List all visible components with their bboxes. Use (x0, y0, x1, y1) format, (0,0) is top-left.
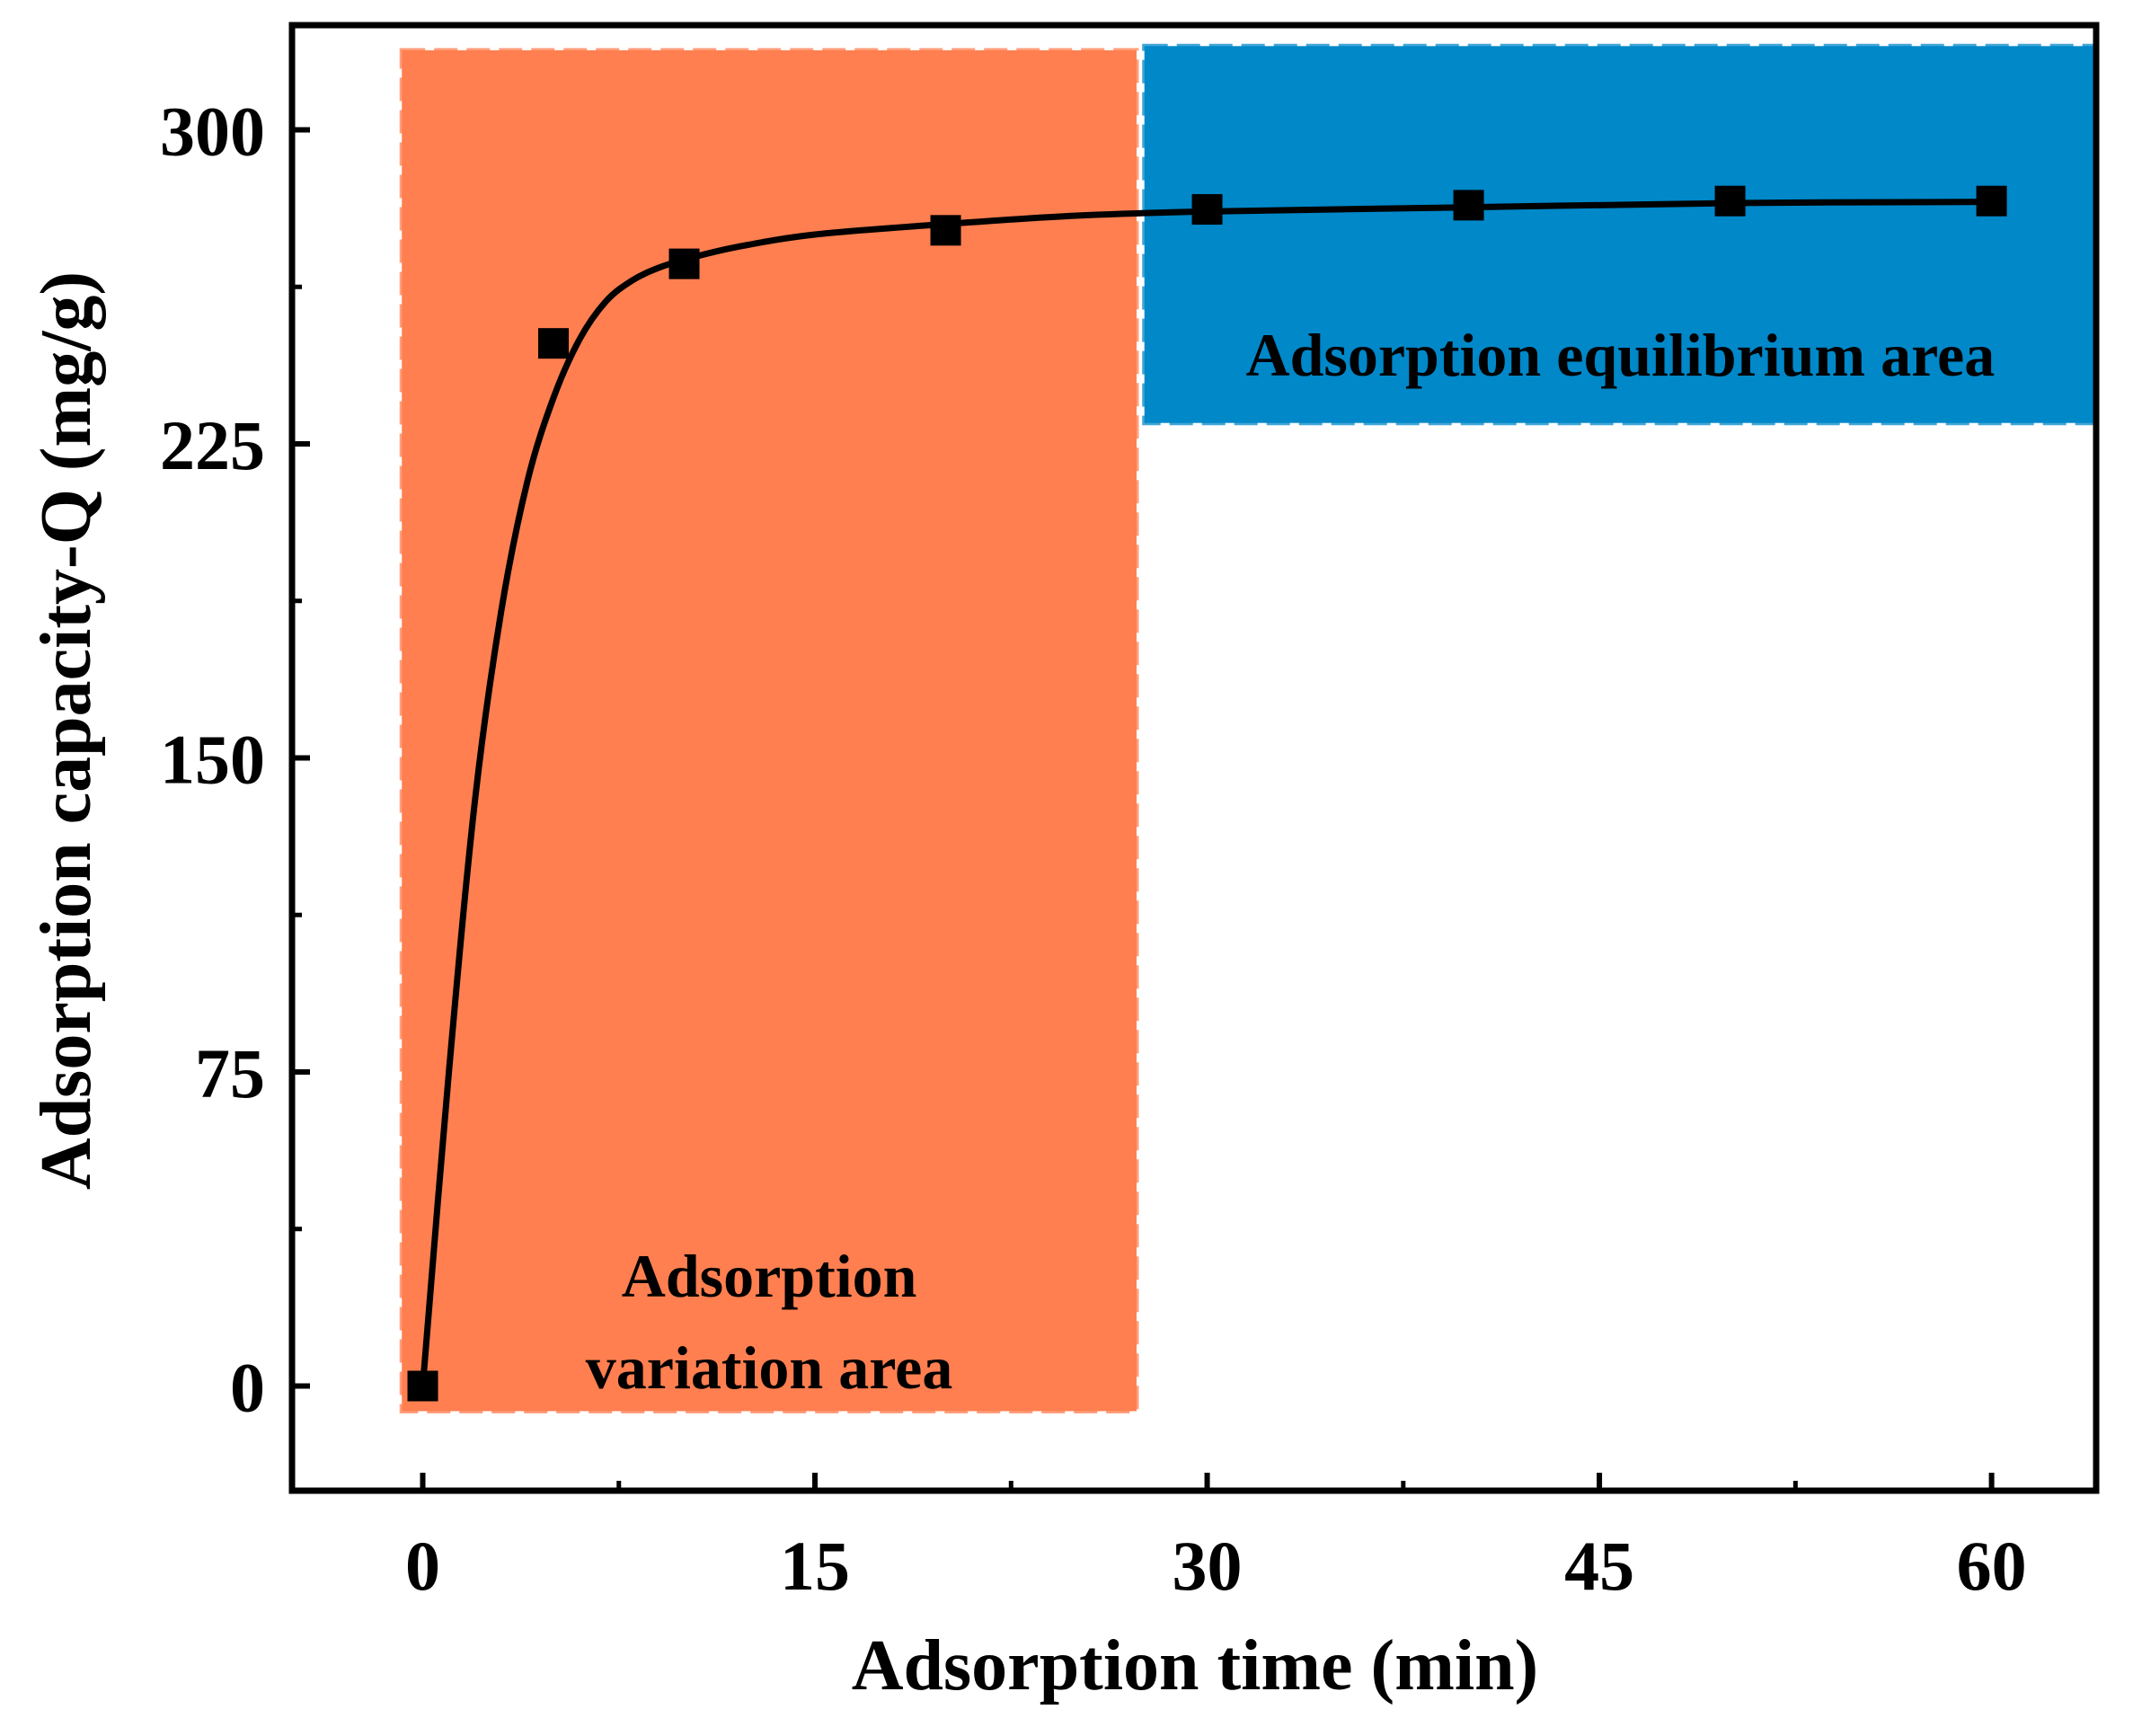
region-label-variation-line-1: Adsorption (622, 1242, 917, 1310)
y-axis-title: Adsorption capacity-Q (mg/g) (27, 271, 106, 1190)
y-tick-label: 75 (195, 1034, 265, 1112)
region-label-variation-line-2: variation area (586, 1333, 953, 1402)
y-tick-label: 300 (160, 93, 265, 171)
y-tick-label: 225 (160, 406, 265, 484)
marker-layer (407, 185, 2007, 1402)
data-point-t5 (538, 328, 570, 359)
x-tick-label: 60 (1957, 1527, 2027, 1605)
region-variation (399, 48, 1139, 1413)
data-point-t10 (668, 248, 700, 279)
y-tick-label: 0 (230, 1349, 265, 1427)
data-point-t20 (930, 215, 961, 246)
x-axis-title: Adsorption time (min) (852, 1626, 1538, 1705)
data-point-t40 (1453, 190, 1484, 221)
region-equilibrium (1142, 43, 2099, 426)
regions-layer (399, 43, 2099, 1413)
data-point-t30 (1191, 194, 1223, 226)
data-point-t0 (407, 1370, 438, 1402)
labels-layer: Adsorption variation area Adsorption equil… (160, 93, 2027, 1606)
data-point-t50 (1714, 185, 1746, 217)
x-tick-label: 15 (780, 1527, 850, 1605)
x-tick-label: 0 (405, 1527, 440, 1605)
data-point-t60 (1976, 185, 2007, 217)
ticks-layer (292, 127, 1995, 1491)
x-tick-label: 45 (1564, 1527, 1634, 1605)
y-tick-label: 150 (160, 721, 265, 799)
region-label-equilibrium: Adsorption equilibrium area (1245, 321, 1995, 389)
x-tick-label: 30 (1173, 1527, 1243, 1605)
